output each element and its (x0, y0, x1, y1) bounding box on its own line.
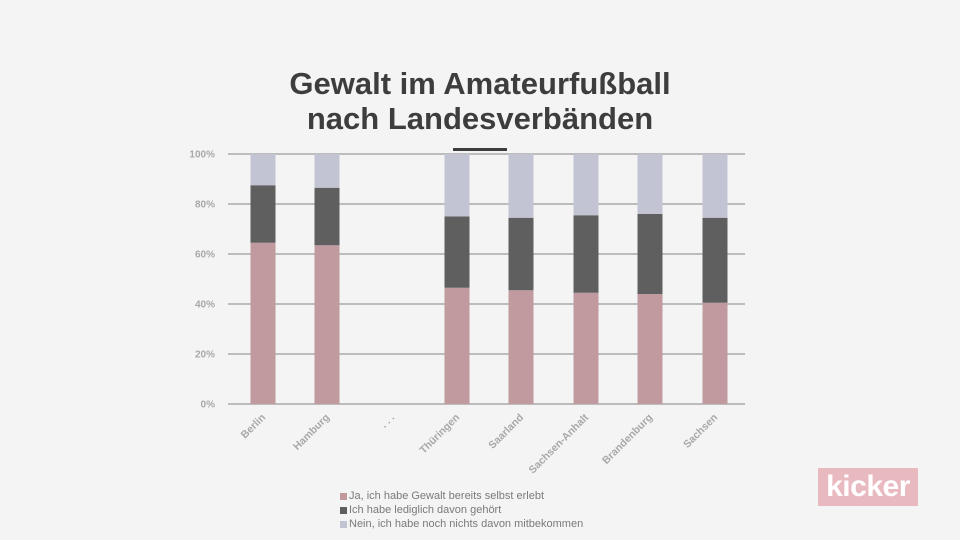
y-tick-label: 0% (201, 400, 216, 411)
legend: Ja, ich habe Gewalt bereits selbst erleb… (340, 489, 583, 531)
legend-label-nein: Nein, ich habe noch nichts davon mitbeko… (349, 518, 584, 530)
bar-ja (314, 245, 340, 404)
bar-ja (508, 290, 534, 404)
title-line-2: nach Landesverbänden (306, 101, 654, 136)
bar-nein (573, 154, 599, 216)
x-tick-label: . . . (378, 412, 397, 431)
kicker-logo: kicker (818, 468, 918, 506)
legend-swatch-ja (340, 492, 347, 500)
legend-swatch-gehoert (340, 506, 347, 514)
bar-gehoert (444, 216, 470, 288)
y-axis-ticks: 0% 20% 40% 60% 80% 100% (189, 150, 215, 411)
bar-gehoert (508, 217, 534, 291)
bar-gehoert (573, 215, 599, 293)
y-tick-label: 40% (195, 300, 215, 311)
grid-lines (228, 153, 745, 405)
y-tick-label: 80% (195, 200, 215, 211)
legend-label-gehoert: Ich habe lediglich davon gehört (349, 504, 502, 516)
bar-ja (637, 294, 663, 404)
x-axis-ticks: Berlin Hamburg. . . Thüringen Saarland Sachs… (239, 411, 721, 476)
bar-nein (444, 154, 470, 217)
x-tick-label: Thüringen (417, 412, 462, 457)
title-underline (453, 148, 507, 151)
bar-ja (250, 242, 276, 404)
x-tick-label: Berlin (239, 412, 269, 442)
bar-gehoert (702, 217, 728, 303)
title-line-1: Gewalt im Amateurfußball (289, 66, 671, 101)
x-tick-label: Sachsen-Anhalt (527, 411, 592, 476)
bar-ja (702, 302, 728, 404)
bar-nein (637, 154, 663, 214)
bar-nein (314, 154, 340, 188)
y-tick-label: 60% (195, 250, 215, 261)
legend-label-ja: Ja, ich habe Gewalt bereits selbst erleb… (349, 490, 545, 502)
x-tick-label: Brandenburg (600, 412, 655, 467)
bar-gehoert (250, 185, 276, 243)
bar-nein (250, 154, 276, 186)
y-tick-label: 20% (195, 350, 215, 361)
chart-title: Gewalt im Amateurfußball nach Landesverb… (0, 66, 960, 136)
legend-swatch-nein (340, 520, 347, 528)
legend-item-gehoert: Ich habe lediglich davon gehört (340, 503, 583, 517)
bar-gehoert (637, 214, 663, 294)
x-tick-label: Hamburg (291, 412, 332, 453)
bars (250, 154, 728, 404)
bar-ja (444, 287, 470, 404)
bar-ja (573, 292, 599, 404)
bar-nein (702, 154, 728, 218)
bar-gehoert (314, 187, 340, 246)
legend-item-ja: Ja, ich habe Gewalt bereits selbst erleb… (340, 489, 583, 503)
x-tick-label: Sachsen (681, 412, 720, 451)
legend-item-nein: Nein, ich habe noch nichts davon mitbeko… (340, 517, 583, 531)
y-tick-label: 100% (189, 150, 215, 161)
bar-nein (508, 154, 534, 218)
x-tick-label: Saarland (486, 412, 526, 452)
